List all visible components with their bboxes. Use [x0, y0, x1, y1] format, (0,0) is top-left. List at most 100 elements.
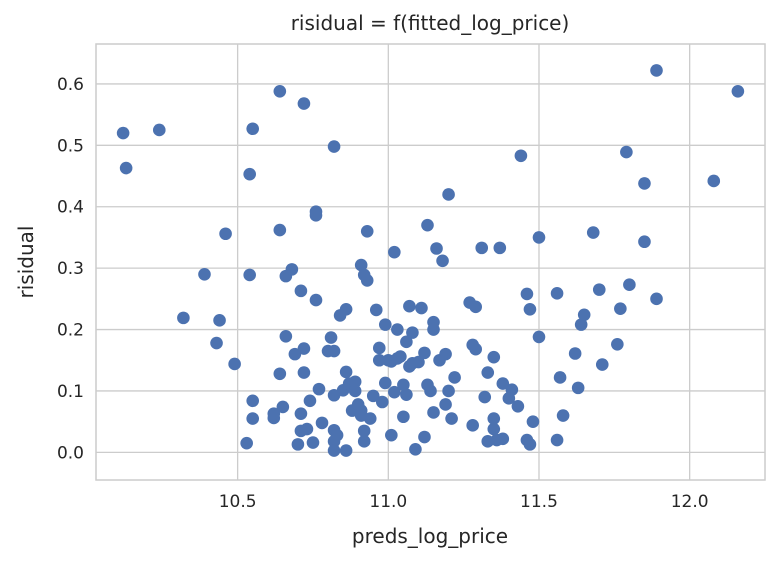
data-point: [430, 242, 443, 255]
y-axis-label: risidual: [14, 226, 38, 299]
y-tick-label: 0.1: [57, 382, 84, 402]
data-point: [397, 410, 410, 424]
data-point: [372, 341, 386, 355]
data-point: [397, 378, 410, 392]
data-point: [577, 308, 591, 322]
y-tick-label: 0.5: [57, 136, 84, 156]
data-point: [354, 258, 368, 272]
scatter-points: [116, 64, 745, 457]
data-point: [291, 438, 305, 451]
data-point: [421, 218, 434, 232]
data-point: [246, 394, 260, 408]
data-point: [638, 235, 651, 249]
data-point: [445, 412, 458, 425]
data-point: [312, 382, 326, 396]
data-point: [315, 416, 329, 430]
data-point: [228, 357, 241, 371]
data-point: [306, 436, 320, 449]
data-point: [439, 347, 452, 361]
data-point: [309, 209, 323, 222]
data-point: [496, 377, 510, 390]
data-point: [400, 388, 413, 401]
data-point: [116, 126, 130, 140]
data-point: [394, 350, 407, 363]
data-point: [300, 422, 314, 436]
data-point: [442, 188, 455, 201]
data-point: [243, 268, 256, 282]
data-point: [285, 263, 299, 276]
data-point: [276, 400, 290, 414]
data-point: [511, 400, 525, 413]
x-tick-label: 11.5: [520, 492, 558, 512]
data-point: [415, 301, 428, 315]
x-tick-labels: 10.5 11.0 11.5 12.0: [219, 492, 709, 512]
data-point: [327, 140, 341, 153]
data-point: [378, 318, 392, 331]
data-point: [369, 303, 383, 317]
data-point: [595, 358, 609, 371]
data-point: [327, 344, 341, 358]
data-point: [514, 149, 528, 163]
data-point: [418, 346, 431, 360]
data-point: [294, 407, 308, 420]
data-point: [650, 64, 663, 77]
data-point: [339, 302, 353, 316]
data-point: [400, 335, 413, 349]
data-point: [571, 381, 585, 395]
data-point: [360, 274, 374, 287]
data-point: [550, 287, 564, 300]
y-tick-label: 0.2: [57, 321, 84, 341]
data-point: [487, 412, 501, 425]
data-point: [409, 442, 422, 456]
data-point: [406, 326, 419, 339]
data-point: [403, 299, 416, 313]
data-point: [620, 145, 633, 159]
data-point: [267, 407, 281, 420]
data-point: [366, 389, 380, 403]
data-point: [487, 350, 501, 364]
x-tick-label: 10.5: [219, 492, 257, 512]
data-point: [119, 161, 133, 175]
data-point: [177, 311, 190, 325]
data-point: [439, 398, 452, 411]
y-tick-label: 0.3: [57, 259, 84, 279]
data-point: [288, 347, 302, 361]
data-point: [198, 267, 211, 281]
data-point: [372, 353, 386, 367]
data-point: [574, 318, 588, 331]
data-point: [556, 409, 570, 422]
data-point: [424, 384, 437, 398]
data-point: [505, 383, 519, 397]
data-point: [388, 245, 401, 259]
data-point: [623, 278, 636, 292]
data-point: [469, 342, 483, 356]
data-point: [348, 375, 362, 389]
data-point: [219, 227, 232, 241]
data-point: [246, 122, 260, 136]
data-point: [550, 433, 564, 447]
data-point: [475, 241, 489, 255]
data-point: [412, 355, 425, 369]
data-point: [481, 366, 495, 379]
data-point: [363, 412, 377, 425]
data-point: [357, 424, 371, 438]
data-point: [378, 376, 392, 390]
data-point: [586, 226, 600, 239]
data-point: [246, 412, 260, 425]
data-point: [478, 390, 492, 404]
data-point: [303, 394, 317, 408]
data-point: [523, 302, 537, 316]
data-point: [526, 415, 540, 428]
data-point: [466, 419, 479, 432]
data-point: [553, 371, 567, 384]
data-point: [297, 342, 311, 355]
data-point: [592, 283, 606, 296]
data-point: [493, 241, 507, 255]
data-point: [339, 444, 353, 457]
data-point: [327, 444, 341, 457]
data-point: [638, 177, 651, 190]
data-point: [442, 384, 455, 398]
y-tick-labels: 0.0 0.1 0.2 0.3 0.4 0.5 0.6: [57, 75, 84, 463]
data-point: [388, 385, 401, 399]
data-point: [294, 284, 308, 298]
